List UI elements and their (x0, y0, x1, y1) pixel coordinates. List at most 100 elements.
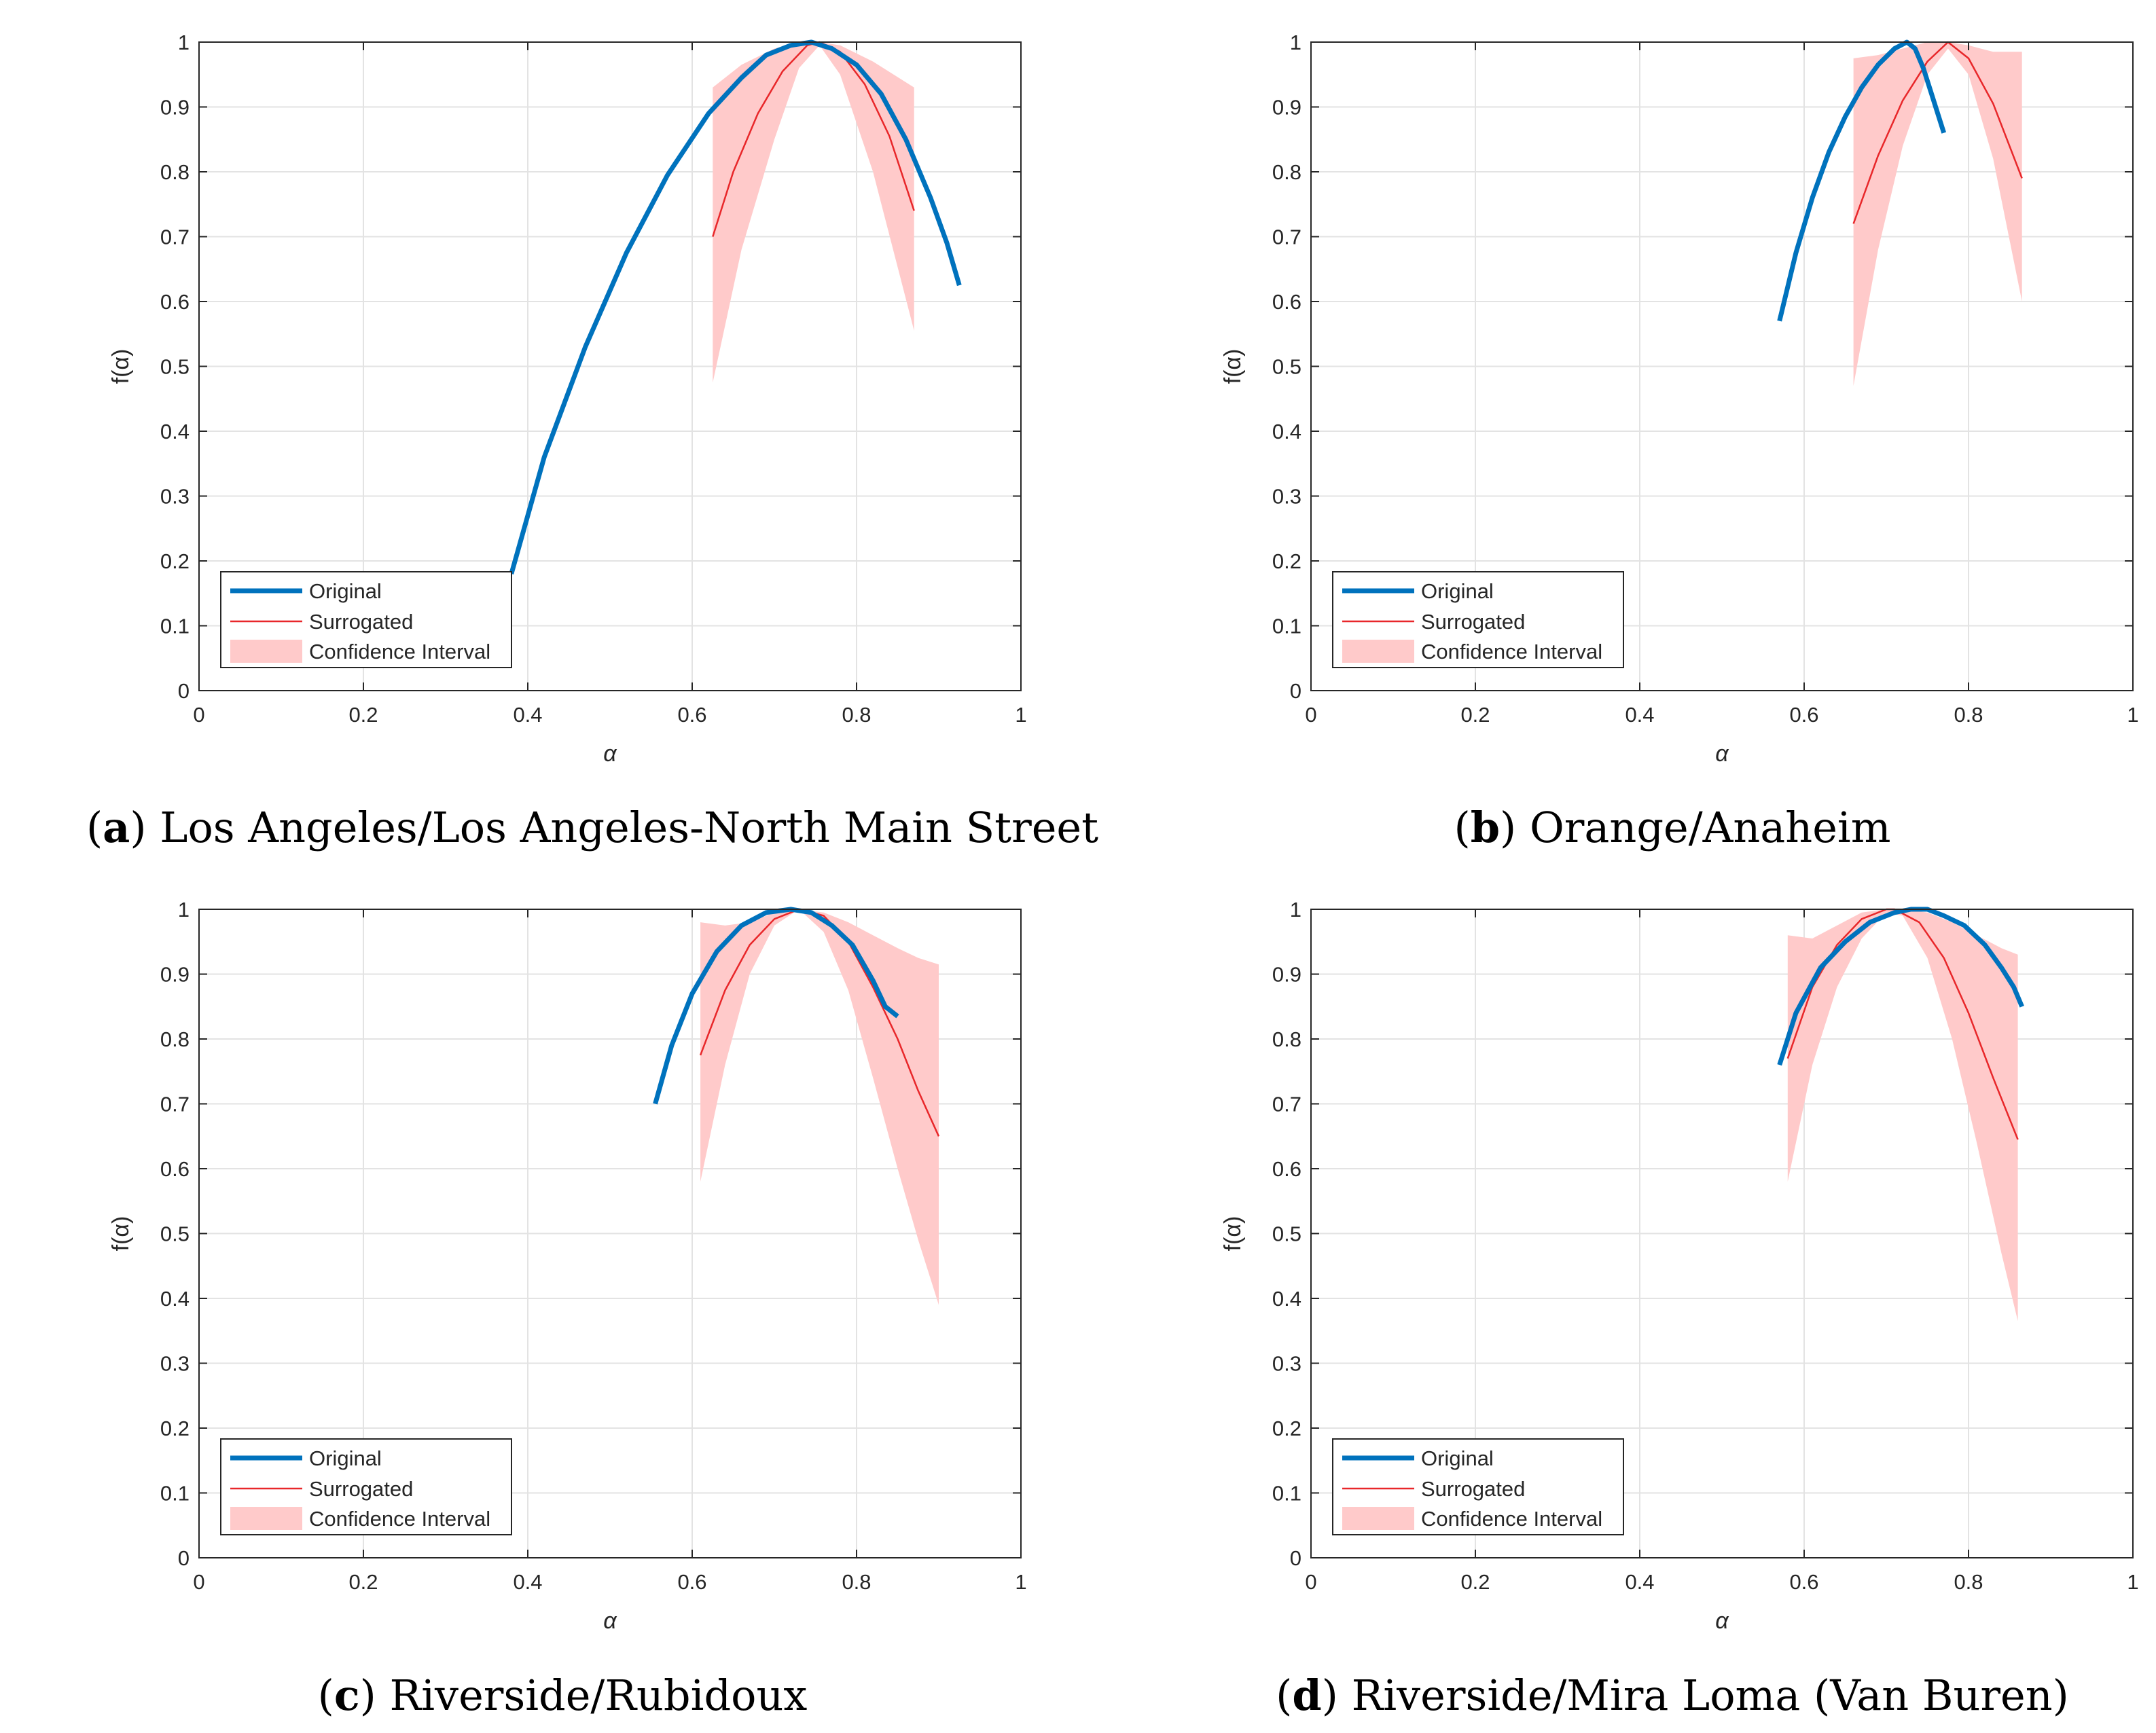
y-tick-label: 0.6 (1272, 290, 1301, 314)
y-tick-label: 0.8 (1272, 160, 1301, 184)
x-tick-label: 0.4 (513, 703, 542, 727)
y-axis-label: f(α) (108, 349, 134, 384)
y-tick-label: 0.4 (160, 1287, 190, 1311)
legend-confidence-swatch (1342, 640, 1414, 663)
y-tick-label: 0.8 (1272, 1027, 1301, 1051)
y-tick-label: 0.9 (160, 963, 190, 987)
x-tick-label: 0.2 (1460, 703, 1490, 727)
y-tick-label: 0.1 (160, 615, 190, 638)
y-tick-label: 0.7 (160, 1093, 190, 1116)
panel-caption: (d) Riverside/Mira Loma (Van Buren) (1276, 1671, 2069, 1720)
caption-open-paren: ( (318, 1671, 334, 1720)
x-tick-label: 0.6 (677, 1570, 706, 1594)
y-tick-label: 1 (178, 31, 190, 54)
x-tick-label: 0.6 (1789, 1570, 1818, 1594)
legend: Original Surrogated Confidence Interval (220, 571, 512, 668)
y-tick-label: 0.4 (1272, 1287, 1301, 1311)
y-tick-label: 0.4 (1272, 420, 1301, 443)
legend-label-confidence: Confidence Interval (1421, 640, 1602, 663)
caption-space (147, 803, 160, 852)
confidence-interval-band (1787, 909, 2018, 1321)
x-axis-label: α (603, 1608, 617, 1634)
caption-close-paren: ) (360, 1671, 376, 1720)
y-axis-label: f(α) (1220, 1216, 1246, 1252)
caption-space (376, 1671, 390, 1720)
y-axis-label: f(α) (1220, 349, 1246, 384)
panel-caption: (b) Orange/Anaheim (1454, 803, 1890, 852)
legend-label-original: Original (309, 579, 382, 603)
y-tick-label: 0.6 (160, 1157, 190, 1181)
y-tick-label: 0.7 (1272, 1093, 1301, 1116)
y-tick-label: 1 (1290, 31, 1301, 54)
x-tick-label: 0.8 (842, 1570, 871, 1594)
caption-title: Orange/Anaheim (1530, 803, 1891, 852)
x-tick-label: 0.2 (348, 703, 378, 727)
y-axis-label: f(α) (108, 1216, 134, 1252)
y-tick-label: 0.2 (1272, 549, 1301, 573)
y-tick-label: 0.7 (160, 225, 190, 249)
x-tick-label: 0 (193, 703, 204, 727)
y-tick-label: 0.3 (160, 1352, 190, 1376)
y-tick-label: 0.5 (1272, 1222, 1301, 1246)
caption-close-paren: ) (1500, 803, 1516, 852)
y-tick-label: 0 (178, 679, 190, 703)
y-tick-label: 0.1 (1272, 615, 1301, 638)
panel-caption: (c) Riverside/Rubidoux (318, 1671, 808, 1720)
legend-label-original: Original (1421, 579, 1494, 603)
x-tick-label: 1 (2127, 703, 2138, 727)
caption-title: Los Angeles/Los Angeles-North Main Stree… (160, 803, 1098, 852)
y-tick-label: 0.2 (160, 549, 190, 573)
y-tick-label: 1 (1290, 898, 1301, 922)
x-tick-label: 0.4 (513, 1570, 542, 1594)
y-tick-label: 0.3 (160, 485, 190, 509)
legend-label-confidence: Confidence Interval (309, 640, 490, 663)
x-tick-label: 0.6 (677, 703, 706, 727)
caption-space (1516, 803, 1530, 852)
x-axis-label: α (1715, 741, 1729, 767)
x-tick-label: 1 (1015, 1570, 1026, 1594)
caption-close-paren: ) (130, 803, 146, 852)
caption-title: Riverside/Mira Loma (Van Buren) (1352, 1671, 2069, 1720)
x-axis-label: α (1715, 1608, 1729, 1634)
confidence-interval-band (700, 909, 939, 1305)
x-tick-label: 0.4 (1625, 703, 1654, 727)
caption-open-paren: ( (86, 803, 103, 852)
y-tick-label: 0.5 (1272, 355, 1301, 379)
x-tick-label: 0.6 (1789, 703, 1818, 727)
legend-label-confidence: Confidence Interval (1421, 1507, 1602, 1531)
caption-letter: c (334, 1671, 360, 1720)
legend-confidence-swatch (1342, 1507, 1414, 1530)
legend: Original Surrogated Confidence Interval (220, 1438, 512, 1535)
original-series-line (509, 39, 962, 575)
x-tick-label: 0 (1305, 1570, 1316, 1594)
x-tick-label: 0 (1305, 703, 1316, 727)
confidence-interval-band (713, 42, 914, 383)
legend: Original Surrogated Confidence Interval (1332, 1438, 1624, 1535)
y-tick-label: 0.5 (160, 355, 190, 379)
surrogated-series-line (1852, 41, 2023, 224)
legend-label-original: Original (309, 1446, 382, 1470)
legend-label-confidence: Confidence Interval (309, 1507, 490, 1531)
legend-confidence-swatch (230, 1507, 302, 1530)
legend-label-surrogated: Surrogated (1421, 1477, 1525, 1501)
legend-confidence-swatch (230, 640, 302, 663)
y-tick-label: 0.7 (1272, 225, 1301, 249)
y-tick-label: 0.8 (160, 1027, 190, 1051)
chart-panel-d: 0 0.2 0.4 0.6 0.8 1 0 0.1 0.2 0.3 0.4 0.5 0.6 0.7 0.8 0… (1220, 898, 2139, 1720)
legend: Original Surrogated Confidence Interval (1332, 571, 1624, 668)
caption-letter: b (1471, 803, 1500, 852)
legend-label-surrogated: Surrogated (309, 1477, 413, 1501)
x-tick-label: 0.8 (842, 703, 871, 727)
y-tick-label: 0.3 (1272, 1352, 1301, 1376)
x-tick-label: 0.4 (1625, 1570, 1654, 1594)
legend-label-original: Original (1421, 1446, 1494, 1470)
y-tick-label: 0 (1290, 679, 1301, 703)
surrogated-series-line (699, 908, 940, 1137)
x-tick-label: 0.2 (348, 1570, 378, 1594)
chart-panel-c: 0 0.2 0.4 0.6 0.8 1 0 0.1 0.2 0.3 0.4 0.5 0.6 0.7 0.8 0… (108, 898, 1027, 1720)
x-axis-label: α (603, 741, 617, 767)
chart-panel-b: 0 0.2 0.4 0.6 0.8 1 0 0.1 0.2 0.3 0.4 0.5 0.6 0.7 0.8 0… (1220, 31, 2139, 852)
y-tick-label: 0.8 (160, 160, 190, 184)
caption-close-paren: ) (1322, 1671, 1338, 1720)
